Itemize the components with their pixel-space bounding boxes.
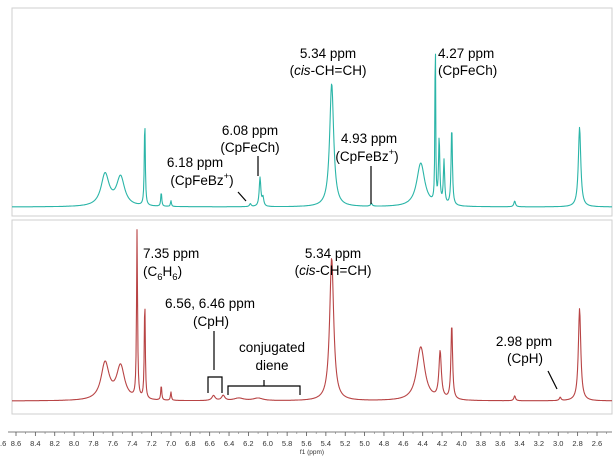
top-label-493-ppm: 4.93 ppm bbox=[341, 131, 397, 146]
x-axis-tick-label: 6.4 bbox=[224, 439, 234, 448]
x-axis-tick-label: 4.0 bbox=[456, 439, 466, 448]
x-axis-title: f1 (ppm) bbox=[300, 449, 324, 456]
x-axis-tick-label: 5.0 bbox=[359, 439, 369, 448]
x-axis-ticks: 8.6 8.4 8.2 8.0 7.8 7.6 7.4 7.2 7.0 6.8 6.6 6.4 6.2 6… bbox=[0, 432, 607, 448]
top-leader-618 bbox=[237, 191, 247, 202]
bottom-label-cis-chch: (cis-CH=CH) bbox=[295, 263, 372, 278]
x-axis-tick-label: 4.4 bbox=[417, 439, 427, 448]
x-axis-tick-label: 3.8 bbox=[476, 439, 486, 448]
bottom-label-conjugated: conjugated bbox=[239, 340, 305, 355]
bottom-label-534-ppm: 5.34 ppm bbox=[305, 246, 361, 261]
x-axis-tick-label: 8.4 bbox=[30, 439, 40, 448]
x-axis-tick-label: 7.6 bbox=[108, 439, 118, 448]
x-axis-tick-label: 7.8 bbox=[88, 439, 98, 448]
x-axis-tick-label: 8.0 bbox=[69, 439, 79, 448]
bottom-label-cph-298: (CpH) bbox=[507, 351, 543, 366]
bottom-label-656-646-ppm: 6.56, 6.46 ppm bbox=[165, 296, 255, 311]
x-axis-tick-label: 2.6 bbox=[592, 439, 602, 448]
x-axis-tick-label: 5.2 bbox=[340, 439, 350, 448]
top-label-608-ppm: 6.08 ppm bbox=[222, 123, 278, 138]
x-axis-tick-label: 4.2 bbox=[437, 439, 447, 448]
x-axis-tick-label: 7.0 bbox=[166, 439, 176, 448]
x-axis-tick-label: 5.8 bbox=[282, 439, 292, 448]
x-axis-tick-label: 3.0 bbox=[553, 439, 563, 448]
x-axis-tick-label: 6.6 bbox=[204, 439, 214, 448]
x-axis-tick-label: 7.2 bbox=[146, 439, 156, 448]
x-axis-tick-label: 5.6 bbox=[301, 439, 311, 448]
bottom-label-298-ppm: 2.98 ppm bbox=[496, 334, 552, 349]
x-axis-tick-label: 6.8 bbox=[185, 439, 195, 448]
x-axis-tick-label: 8.6 bbox=[11, 439, 21, 448]
top-panel-frame bbox=[11, 7, 613, 217]
x-axis-tick-label: 5.4 bbox=[321, 439, 331, 448]
bottom-label-735-ppm: 7.35 ppm bbox=[143, 246, 199, 261]
spectrum-trace-top bbox=[11, 53, 613, 208]
top-label-cpfech-608: (CpFeCh) bbox=[220, 140, 279, 155]
top-label-534-ppm: 5.34 ppm bbox=[300, 46, 356, 61]
top-label-427-ppm: 4.27 ppm bbox=[438, 46, 494, 61]
top-label-618-ppm: 6.18 ppm bbox=[167, 155, 223, 170]
bottom-label-diene: diene bbox=[255, 358, 288, 373]
top-label-cis-chch: (cis-CH=CH) bbox=[290, 63, 367, 78]
bottom-bracket-conjugated-diene bbox=[227, 380, 301, 395]
top-label-cpfebz-493: (CpFeBz+) bbox=[335, 147, 398, 164]
bottom-label-c6h6: (C6H6) bbox=[143, 264, 182, 283]
x-axis-tick-label: 3.6 bbox=[495, 439, 505, 448]
top-label-cpfech-427: (CpFeCh) bbox=[438, 63, 497, 78]
bottom-bracket-656-646 bbox=[207, 376, 223, 393]
spectrum-trace-bottom bbox=[11, 229, 613, 402]
bottom-label-cph-656: (CpH) bbox=[193, 314, 229, 329]
x-axis-tick-label: 3.4 bbox=[514, 439, 524, 448]
x-axis-tick-label: 8.2 bbox=[50, 439, 60, 448]
x-axis-edge-tick-label: .6 bbox=[0, 439, 6, 448]
bottom-leader-298 bbox=[547, 370, 558, 390]
top-label-cpfebz-618: (CpFeBz+) bbox=[170, 171, 233, 188]
x-axis-tick-label: 7.4 bbox=[127, 439, 137, 448]
x-axis-tick-label: 6.2 bbox=[243, 439, 253, 448]
bottom-panel-frame bbox=[11, 219, 613, 415]
x-axis-tick-label: 4.8 bbox=[379, 439, 389, 448]
x-axis-tick-label: 3.2 bbox=[534, 439, 544, 448]
x-axis-tick-label: 6.0 bbox=[263, 439, 273, 448]
x-axis-tick-label: 4.6 bbox=[398, 439, 408, 448]
x-axis-tick-label: 2.8 bbox=[572, 439, 582, 448]
